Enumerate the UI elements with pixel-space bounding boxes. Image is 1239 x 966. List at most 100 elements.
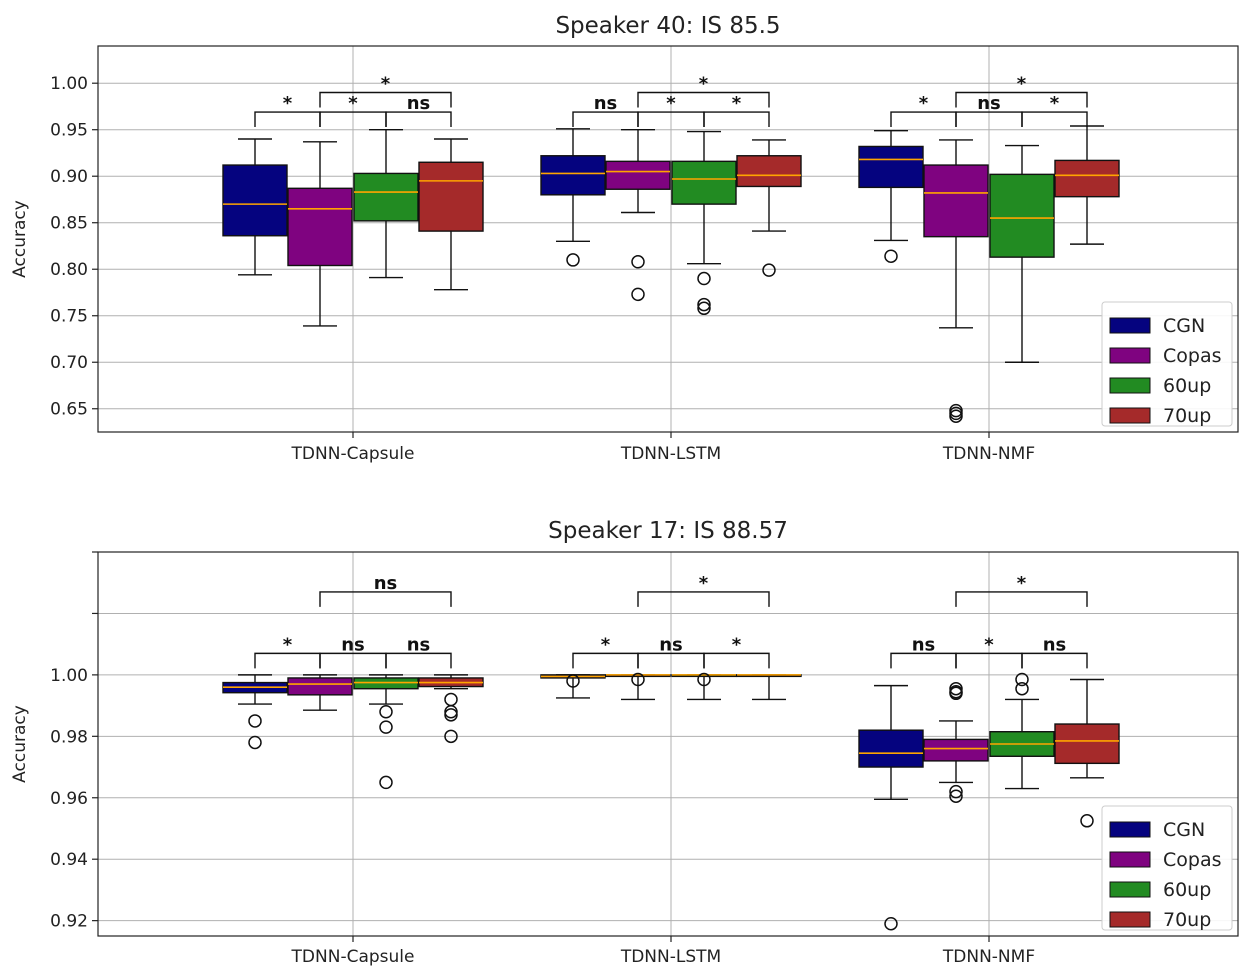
x-tick-label: TDNN-NMF <box>942 444 1035 464</box>
bracket-line <box>319 91 452 108</box>
significance-label: * <box>601 634 611 655</box>
box-body <box>736 155 802 188</box>
bracket-line <box>385 111 452 128</box>
box-body <box>923 738 989 762</box>
outlier-point <box>631 255 645 269</box>
bracket-line <box>703 652 770 669</box>
significance-bracket: * <box>254 93 321 128</box>
box-body <box>989 173 1055 258</box>
outlier-point <box>444 692 458 707</box>
outlier-point <box>379 775 393 790</box>
box-Copas <box>923 681 989 803</box>
x-tick-label: TDNN-Capsule <box>291 947 415 966</box>
significance-label: ns <box>912 634 936 655</box>
bracket-line <box>1021 111 1088 128</box>
significance-label: * <box>1050 93 1060 114</box>
significance-bracket: ns <box>385 93 452 128</box>
significance-label: ns <box>977 93 1001 114</box>
significance-label: ns <box>407 634 431 655</box>
significance-label: * <box>283 634 293 655</box>
significance-label: * <box>732 93 742 114</box>
significance-bracket: * <box>955 573 1088 607</box>
significance-bracket: * <box>890 93 957 128</box>
outlier-point <box>631 672 645 687</box>
box-body <box>222 164 288 237</box>
legend-label: Copas <box>1163 345 1222 367</box>
outlier-point <box>1015 672 1029 687</box>
box-body <box>858 145 924 189</box>
legend-swatch-Copas <box>1109 851 1151 868</box>
box-CGN <box>540 128 606 267</box>
significance-label: * <box>1017 74 1027 95</box>
significance-label: * <box>381 74 391 95</box>
significance-bracket: ns <box>1021 634 1088 669</box>
legend-label: 70up <box>1163 405 1211 427</box>
x-tick-label: TDNN-LSTM <box>620 444 721 464</box>
bracket-line <box>254 111 321 128</box>
y-tick-label: 0.65 <box>50 400 88 420</box>
outlier-point <box>444 708 458 722</box>
y-tick-label: 0.94 <box>50 850 88 870</box>
legend-swatch-CGN <box>1109 821 1151 838</box>
box-body <box>418 161 484 232</box>
outlier-point <box>566 253 580 267</box>
significance-label: ns <box>594 93 618 114</box>
bracket-line <box>955 591 1088 607</box>
bracket-line <box>572 111 639 128</box>
legend: CGN Copas 60up 70up <box>1101 301 1233 427</box>
outlier-point <box>949 784 963 799</box>
outlier-point <box>697 301 711 316</box>
bracket-line <box>385 652 452 669</box>
outlier-point <box>949 686 963 701</box>
box-Copas <box>605 672 671 701</box>
significance-bracket: ns <box>890 634 957 669</box>
bracket-line <box>637 591 770 607</box>
legend-swatch-70up <box>1109 911 1151 928</box>
box-Copas <box>605 129 671 302</box>
outlier-point <box>1015 681 1029 696</box>
significance-label: * <box>699 74 709 95</box>
outlier-point <box>762 263 776 277</box>
significance-label: * <box>348 93 358 114</box>
significance-label: * <box>283 93 293 114</box>
box-Copas <box>287 674 353 711</box>
legend-label: 70up <box>1163 909 1211 931</box>
legend-swatch-70up <box>1109 407 1151 424</box>
y-axis-label: Accuracy <box>10 200 30 278</box>
box-CGN <box>858 684 924 931</box>
bracket-line <box>890 111 957 128</box>
significance-bracket: ns <box>385 634 452 669</box>
box-70up <box>736 139 802 277</box>
significance-label: ns <box>407 93 431 114</box>
box-body <box>1054 159 1120 198</box>
box-body <box>858 729 924 768</box>
outlier-point <box>697 297 711 312</box>
significance-bracket: ns <box>319 573 452 607</box>
box-CGN <box>858 129 924 263</box>
significance-label: ns <box>659 634 683 655</box>
box-body <box>671 160 737 205</box>
plot-frame <box>97 45 1239 433</box>
outlier-point <box>697 672 711 687</box>
box-60up <box>353 129 419 279</box>
significance-label: ns <box>374 573 398 594</box>
significance-bracket: * <box>703 634 770 669</box>
outlier-point <box>949 409 963 423</box>
outlier-point <box>566 674 580 688</box>
box-body <box>1054 723 1120 765</box>
box-Copas <box>923 139 989 423</box>
significance-bracket: * <box>955 74 1088 108</box>
x-tick-label: TDNN-LSTM <box>620 947 721 966</box>
outlier-point <box>949 789 963 803</box>
outlier-point <box>444 729 458 744</box>
box-body <box>353 172 419 222</box>
outlier-point <box>248 735 262 750</box>
legend-label: 60up <box>1163 375 1211 397</box>
y-tick-label: 0.95 <box>50 121 88 141</box>
chart-title: Speaker 17: IS 88.57 <box>548 518 788 544</box>
box-body <box>540 155 606 196</box>
bracket-line <box>637 91 770 108</box>
significance-bracket: ns <box>572 93 639 128</box>
outlier-point <box>379 704 393 719</box>
significance-bracket: * <box>1021 93 1088 128</box>
